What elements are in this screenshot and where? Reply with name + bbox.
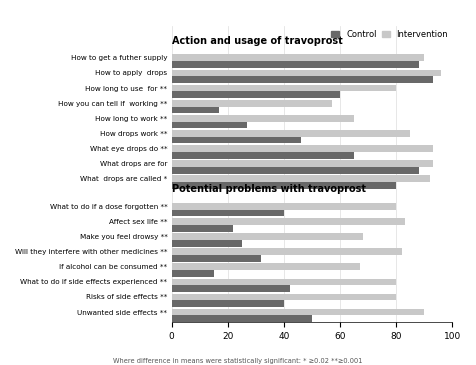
Bar [172, 85, 396, 91]
Bar [172, 270, 214, 277]
Text: Potential problems with travoprost: Potential problems with travoprost [172, 184, 366, 195]
Bar [172, 130, 410, 137]
Bar [172, 240, 242, 247]
Bar [172, 137, 301, 143]
Bar [172, 203, 396, 210]
Bar [172, 278, 396, 285]
Bar [172, 107, 219, 113]
Bar [172, 152, 354, 158]
Bar [172, 248, 402, 255]
Bar [172, 315, 312, 322]
Bar [172, 122, 248, 128]
Bar [172, 70, 441, 76]
Text: Where difference in means were statistically significant: * ≥0.02 **≥0.001: Where difference in means were statistic… [113, 358, 363, 364]
Bar [172, 54, 424, 61]
Bar [172, 115, 354, 122]
Bar [172, 285, 289, 292]
Bar [172, 255, 261, 262]
Bar [172, 175, 430, 182]
Bar [172, 61, 419, 68]
Bar [172, 182, 396, 189]
Bar [172, 300, 284, 307]
Bar [172, 293, 396, 300]
Bar [172, 210, 284, 216]
Bar [172, 91, 340, 98]
Bar [172, 160, 433, 167]
Bar [172, 100, 332, 107]
Legend: Control, Intervention: Control, Intervention [331, 30, 448, 39]
Bar [172, 225, 233, 231]
Bar [172, 264, 360, 270]
Text: Action and usage of travoprost: Action and usage of travoprost [172, 36, 342, 46]
Bar [172, 76, 433, 83]
Bar [172, 233, 363, 240]
Bar [172, 309, 424, 315]
Bar [172, 218, 405, 225]
Bar [172, 145, 433, 152]
Bar [172, 167, 419, 174]
